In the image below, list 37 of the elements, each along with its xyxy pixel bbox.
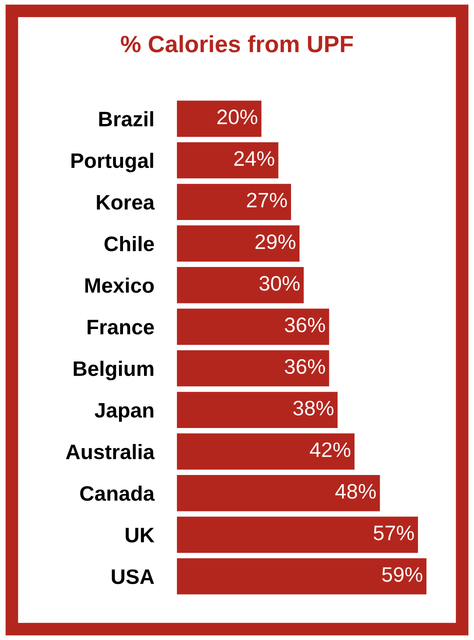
y-tick-label: Canada — [80, 486, 155, 501]
data-label: 59% — [382, 567, 422, 582]
data-label: 27% — [247, 192, 287, 208]
bar — [176, 350, 330, 386]
data-label: 30% — [259, 276, 300, 291]
y-tick-label: Mexico — [85, 278, 154, 293]
y-tick-label: Japan — [94, 403, 154, 422]
data-label: 29% — [255, 234, 296, 250]
y-tick-label: USA — [112, 569, 154, 584]
data-label: 42% — [310, 442, 350, 458]
y-tick-label: Chile — [104, 236, 154, 252]
bar — [176, 267, 304, 304]
y-tick-label: Korea — [96, 195, 155, 210]
y-tick-label: Australia — [66, 444, 155, 460]
data-label: 20% — [217, 110, 258, 124]
y-tick-label: Brazil — [99, 111, 154, 126]
y-tick-label: Portugal — [71, 152, 154, 172]
bar — [176, 558, 426, 594]
data-label: 38% — [293, 400, 334, 416]
data-label: 57% — [374, 526, 414, 540]
bar — [176, 516, 418, 553]
bar — [176, 142, 278, 178]
bar — [176, 184, 292, 220]
bar — [176, 100, 262, 137]
chart-title: % Calories from UPF — [120, 35, 353, 52]
data-label: 36% — [284, 318, 325, 332]
bar — [176, 392, 338, 428]
bar — [176, 475, 380, 512]
y-tick-label: France — [88, 320, 154, 334]
data-label: 36% — [284, 359, 325, 374]
y-tick-label: UK — [126, 528, 154, 542]
y-tick-label: Belgium — [74, 360, 154, 380]
data-label: 24% — [234, 151, 274, 166]
data-label: 48% — [335, 484, 376, 499]
bar — [176, 433, 355, 470]
bar — [176, 225, 300, 262]
bar — [176, 308, 330, 345]
